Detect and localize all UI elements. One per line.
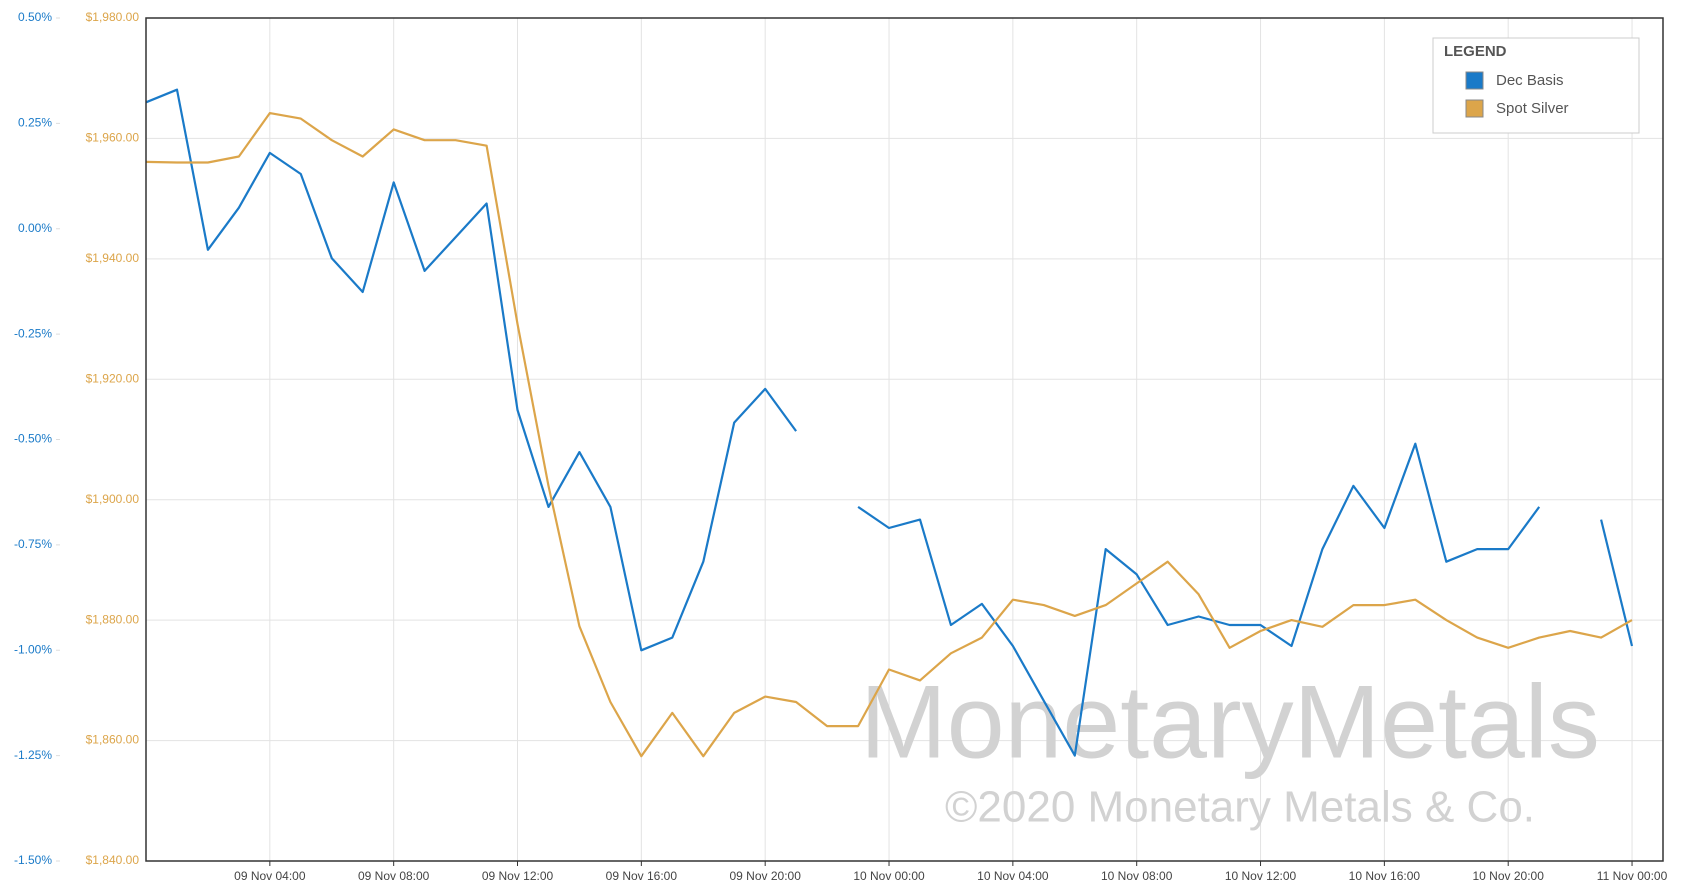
x-tick-label: 09 Nov 08:00 <box>358 869 430 883</box>
x-tick-label: 10 Nov 00:00 <box>853 869 925 883</box>
watermark: MonetaryMetals <box>860 664 1600 780</box>
legend-label: Dec Basis <box>1496 72 1564 89</box>
x-tick-label: 10 Nov 08:00 <box>1101 869 1173 883</box>
y2-tick-label: -0.25% <box>14 326 52 340</box>
lines <box>145 88 1634 758</box>
y-tick-label: $1,840.00 <box>86 853 140 867</box>
x-tick-label: 09 Nov 04:00 <box>234 869 306 883</box>
y2-tick-label: 0.50% <box>18 10 52 24</box>
series-line <box>857 442 1541 757</box>
y2-tick-label: -0.75% <box>14 537 52 551</box>
y2-tick-label: -1.00% <box>14 642 52 656</box>
legend-title: LEGEND <box>1444 43 1507 60</box>
x-tick-label: 10 Nov 12:00 <box>1225 869 1297 883</box>
y-tick-label: $1,960.00 <box>86 131 140 145</box>
y-tick-label: $1,860.00 <box>86 733 140 747</box>
series-line <box>145 88 797 652</box>
y-tick-label: $1,920.00 <box>86 371 140 385</box>
x-tick-label: 10 Nov 04:00 <box>977 869 1049 883</box>
y-tick-label: $1,940.00 <box>86 251 140 265</box>
x-tick-label: 09 Nov 12:00 <box>482 869 554 883</box>
x-tick-label: 11 Nov 00:00 <box>1597 869 1668 883</box>
y2-tick-label: -0.50% <box>14 432 52 446</box>
x-tick-label: 09 Nov 20:00 <box>729 869 801 883</box>
y2-tick-label: 0.00% <box>18 221 52 235</box>
legend-swatch <box>1465 71 1484 90</box>
y-tick-label: $1,880.00 <box>86 612 140 626</box>
series-line <box>145 112 1633 758</box>
y-tick-label: $1,900.00 <box>86 492 140 506</box>
series-line <box>1600 519 1634 647</box>
x-tick-label: 09 Nov 16:00 <box>606 869 678 883</box>
legend-swatch <box>1465 99 1484 118</box>
watermark-copyright: ©2020 Monetary Metals & Co. <box>945 783 1535 832</box>
y2-tick-label: -1.25% <box>14 748 52 762</box>
legend-label: Spot Silver <box>1496 100 1569 117</box>
y2-tick-label: 0.25% <box>18 116 52 130</box>
plot-frame <box>145 17 1664 862</box>
labels: $1,840.00 $1,860.00 $1,880.00 $1,900.00 $1,9… <box>14 10 1668 883</box>
y-tick-label: $1,980.00 <box>86 10 140 24</box>
x-tick-label: 10 Nov 20:00 <box>1473 869 1545 883</box>
x-tick-label: 10 Nov 16:00 <box>1349 869 1421 883</box>
y2-tick-label: -1.50% <box>14 853 52 867</box>
